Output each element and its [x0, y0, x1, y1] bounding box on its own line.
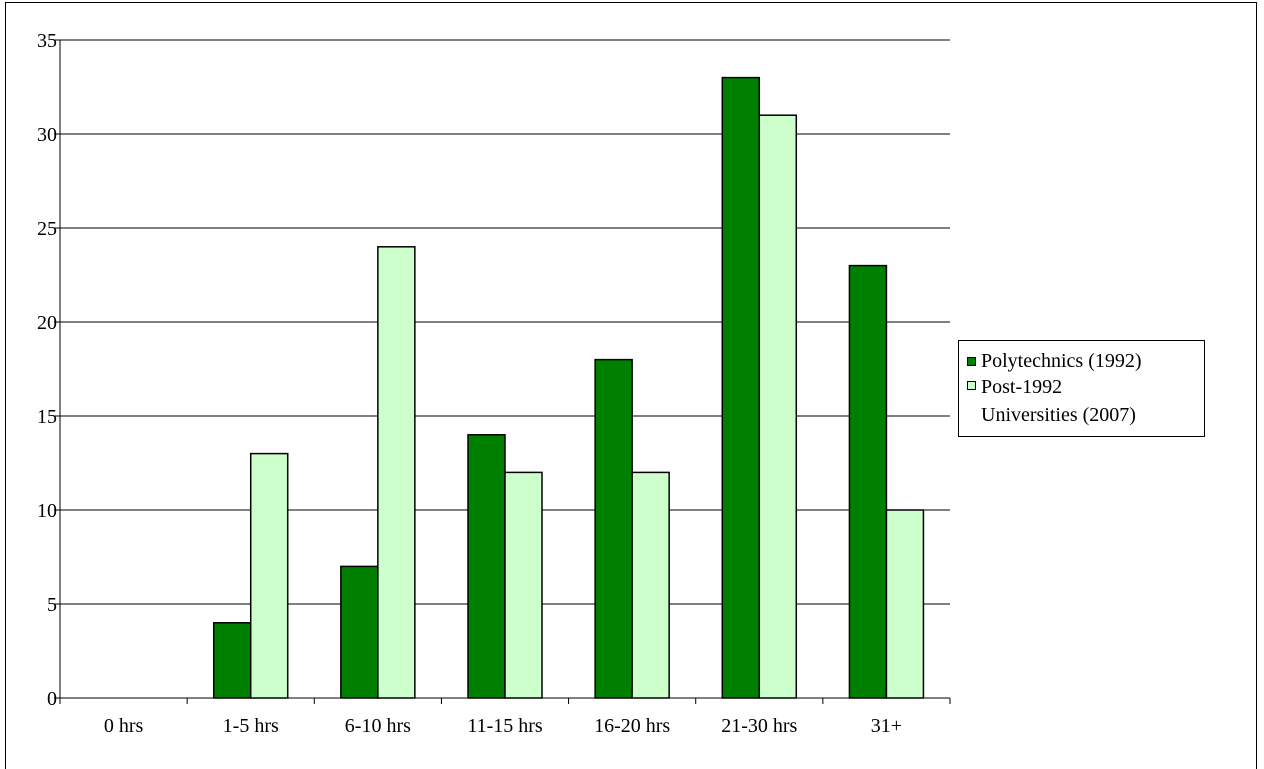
- chart-frame: [5, 2, 1257, 769]
- bar-series-2: [758, 114, 798, 699]
- x-tick-label: 0 hrs: [104, 715, 144, 737]
- x-tick-label: 11-15 hrs: [467, 715, 543, 737]
- x-tick-label: 31+: [871, 715, 902, 737]
- y-tick-label: 30: [37, 124, 57, 146]
- y-tick-label: 25: [37, 218, 57, 240]
- x-axis-tick-labels: 0 hrs 1-5 hrs 6-10 hrs 11-15 hrs 16-20 hrs 21…: [104, 715, 902, 737]
- bar-series-2: [249, 452, 289, 699]
- legend-swatch-series-1: [967, 357, 976, 366]
- legend-label-series-2: Post-1992 Universities (2007): [981, 376, 1136, 426]
- x-tick-label: 6-10 hrs: [345, 715, 411, 737]
- bars: [212, 76, 925, 699]
- bar-series-2: [885, 509, 925, 699]
- bar-series-1: [212, 622, 252, 699]
- y-tick-label: 10: [37, 500, 57, 522]
- legend-label-series-1: Polytechnics (1992): [981, 350, 1142, 372]
- legend: Polytechnics (1992) Post-1992 Universiti…: [958, 340, 1205, 437]
- bar-series-2: [504, 471, 543, 699]
- y-tick-label: 20: [37, 312, 57, 334]
- y-axis-tick-labels: 0 5 10 15 20 25 30 35: [37, 30, 57, 710]
- bar-series-1: [340, 565, 379, 699]
- legend-swatch-series-2: [967, 381, 976, 390]
- x-tick-label: 16-20 hrs: [594, 715, 670, 737]
- bar-series-1: [594, 358, 633, 699]
- axes: [54, 39, 951, 704]
- bar-series-1: [721, 76, 761, 699]
- x-tick-label: 1-5 hrs: [223, 715, 279, 737]
- bar-series-1: [467, 434, 506, 699]
- bar-series-1: [848, 264, 888, 699]
- bar-series-2: [377, 246, 416, 699]
- bar-series-2: [631, 471, 670, 699]
- y-tick-label: 35: [37, 30, 57, 52]
- y-tick-label: 5: [47, 594, 57, 616]
- y-tick-label: 0: [47, 688, 57, 710]
- x-tick-label: 21-30 hrs: [721, 715, 797, 737]
- y-tick-label: 15: [37, 406, 57, 428]
